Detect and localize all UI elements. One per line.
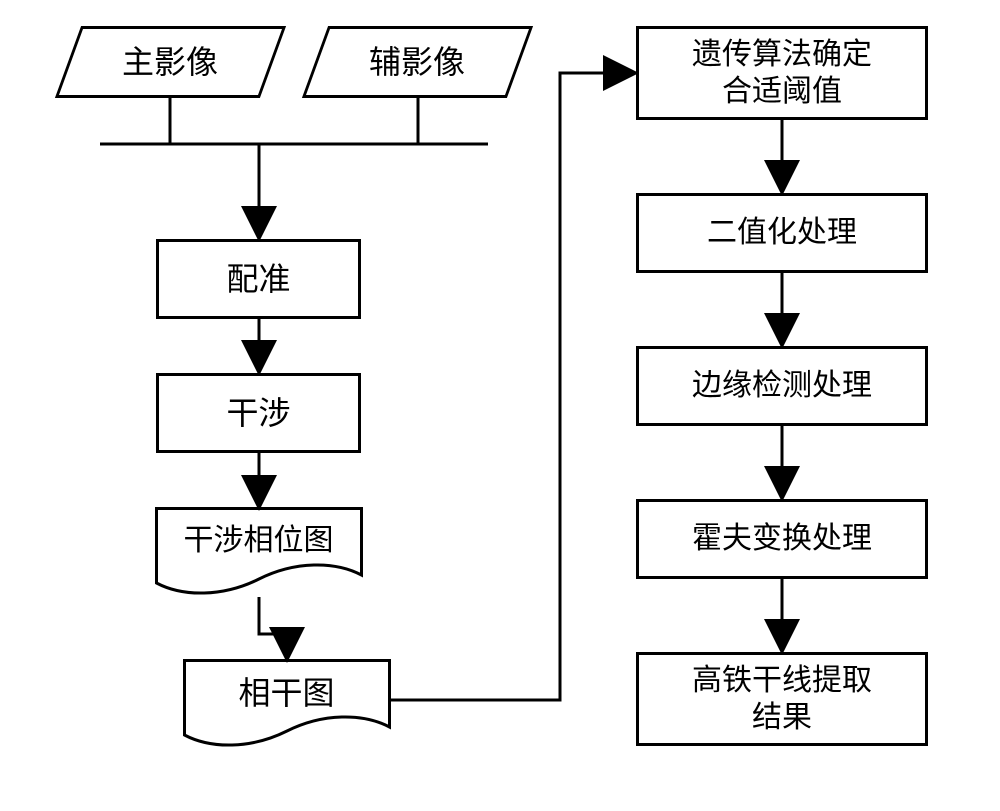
doc-phase: 干涉相位图 [156,508,361,582]
step-edge-detection: 边缘检测处理 [636,346,928,426]
node-label: 辅影像 [361,38,473,86]
input-aux-image: 辅影像 [302,26,533,98]
node-label: 配准 [218,255,298,303]
step-extraction-result: 高铁干线提取 结果 [636,652,928,746]
node-label: 遗传算法确定 合适阈值 [684,32,880,115]
step-binarization: 二值化处理 [636,193,928,273]
node-label: 干涉 [218,389,298,437]
step-genetic-threshold: 遗传算法确定 合适阈值 [636,26,928,120]
node-label: 霍夫变换处理 [684,516,880,562]
step-registration: 配准 [156,239,361,319]
doc-coherence: 相干图 [184,660,389,734]
input-main-image: 主影像 [55,26,286,98]
node-label: 相干图 [184,660,389,726]
node-label: 主影像 [114,38,226,86]
node-label: 干涉相位图 [156,508,361,574]
step-interference: 干涉 [156,373,361,453]
step-hough-transform: 霍夫变换处理 [636,499,928,579]
node-label: 边缘检测处理 [684,363,880,409]
node-label: 二值化处理 [699,210,865,256]
node-label: 高铁干线提取 结果 [684,658,880,741]
